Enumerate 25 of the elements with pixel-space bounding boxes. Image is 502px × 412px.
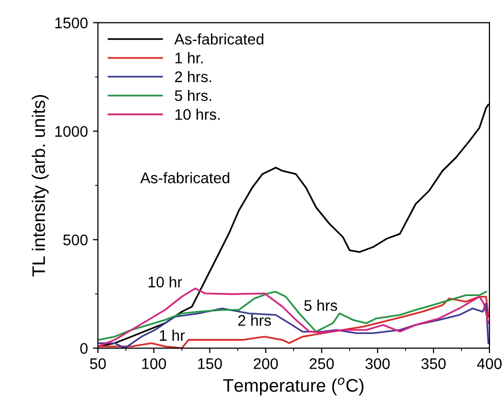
legend-label: 2 hrs. xyxy=(175,71,212,82)
x-axis-title: Temperature ($^{o}$C) xyxy=(223,378,364,396)
y-axis-title: TL intensity (arb. units) xyxy=(32,95,49,276)
line-series xyxy=(98,290,487,341)
y-tick-label: 1500 xyxy=(55,18,88,28)
legend-label: 5 hrs. xyxy=(174,90,212,102)
legend-label: 10 hrs. xyxy=(175,108,220,120)
x-tick-label: 400 xyxy=(477,358,502,370)
x-tick-label: 300 xyxy=(365,358,390,370)
annotation: 1 hr xyxy=(160,330,185,341)
y-tick-label: 1000 xyxy=(55,126,88,137)
x-tick-label: 200 xyxy=(254,358,278,370)
annotation: 2 hrs xyxy=(238,314,271,326)
x-tick-label: 150 xyxy=(198,358,222,370)
annotation: As-fabricated xyxy=(140,172,230,184)
x-tick-label: 350 xyxy=(421,358,446,370)
x-tick-label: 250 xyxy=(310,358,334,370)
annotation: 5 hrs xyxy=(304,300,338,311)
annotation: 10 hr xyxy=(148,276,182,288)
y-tick-label: 500 xyxy=(63,234,88,246)
y-tick-label: 0 xyxy=(80,343,88,354)
legend-label: 1 hr. xyxy=(175,52,203,64)
legend-label: As-fabricated xyxy=(174,33,264,45)
x-tick-label: 50 xyxy=(90,358,106,370)
x-tick-label: 100 xyxy=(142,358,166,370)
